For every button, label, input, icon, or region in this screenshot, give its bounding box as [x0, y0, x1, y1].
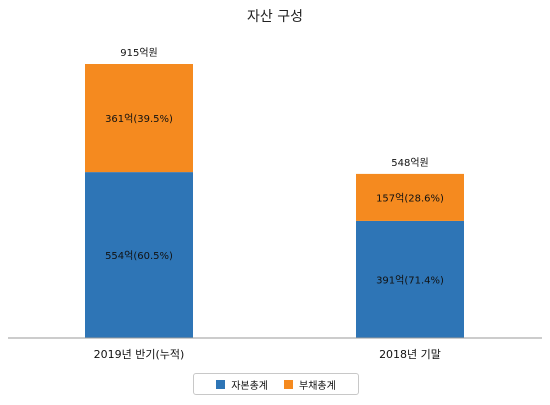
legend-swatch-equity [216, 379, 226, 389]
x-tick-label-1: 2018년 기말 [379, 348, 441, 361]
data-label-liabilities-1: 157억(28.6%) [376, 192, 444, 204]
data-label-liabilities-0: 361억(39.5%) [105, 113, 173, 125]
bar-liabilities-0 [85, 64, 193, 173]
legend-label-liabilities: 부채총계 [299, 380, 336, 392]
bar-liabilities-1 [356, 173, 464, 221]
total-label-0: 915억원 [120, 47, 158, 59]
bar-equity-0 [85, 172, 193, 338]
legend-item-equity: 자본총계 [216, 377, 268, 392]
legend-swatch-liabilities [284, 379, 293, 389]
bars-layer: 554억(60.5%) 361억(39.5%) 915억원 391억(71.4%) 15… [85, 47, 464, 338]
legend: 자본총계 부채총계 [193, 373, 359, 395]
total-label-1: 548억원 [391, 157, 429, 169]
data-label-equity-1: 391억(71.4%) [376, 274, 444, 286]
chart-title: 자산 구성 [247, 9, 303, 25]
data-label-equity-0: 554억(60.5%) [105, 250, 173, 262]
legend-item-liabilities: 부채총계 [284, 377, 336, 392]
legend-label-equity: 자본총계 [231, 380, 268, 392]
x-axis-labels: 2019년 반기(누적) 2018년 기말 [94, 348, 441, 361]
x-tick-label-0: 2019년 반기(누적) [94, 348, 185, 361]
bar-equity-1 [356, 220, 464, 338]
